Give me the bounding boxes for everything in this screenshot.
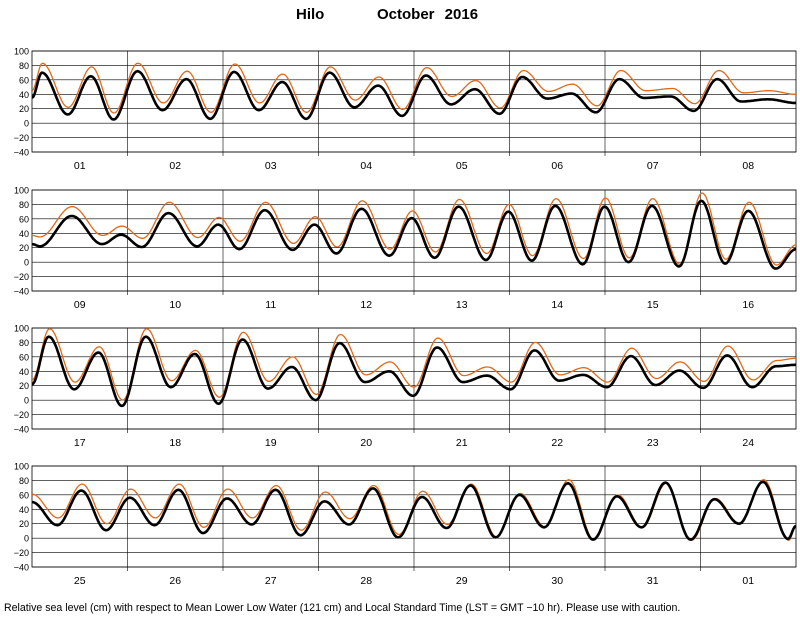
observed-line	[32, 69, 796, 121]
day-label: 21	[456, 437, 468, 449]
day-label: 17	[74, 437, 86, 449]
chart-title-row: Hilo October 2016	[0, 6, 800, 28]
day-label: 23	[647, 437, 659, 449]
station-name: Hilo	[296, 6, 325, 23]
day-label: 13	[456, 299, 468, 311]
predicted-line	[32, 328, 796, 401]
y-tick-label: 20	[19, 381, 29, 391]
y-tick-label: 60	[19, 214, 29, 224]
panel-frame	[31, 189, 797, 292]
y-tick-label: 40	[19, 505, 29, 515]
panel-3: −40 −20 0 20 40 60 80 100 17 18 19 20 21 22 23 24	[14, 324, 797, 449]
predicted-line	[32, 192, 796, 266]
y-tick-label: −20	[14, 548, 29, 558]
chart-period: October 2016	[377, 6, 479, 23]
day-label: 09	[74, 299, 86, 311]
day-label: 30	[551, 575, 563, 587]
day-label: 10	[169, 299, 181, 311]
y-tick-label: 80	[19, 476, 29, 486]
y-tick-label: −20	[14, 272, 29, 282]
predicted-line	[32, 62, 796, 114]
observed-line	[32, 335, 796, 408]
y-tick-label: 80	[19, 200, 29, 210]
day-label: 08	[742, 160, 754, 172]
day-label: 03	[265, 160, 277, 172]
day-label: 25	[74, 575, 86, 587]
y-tick-label: 0	[24, 119, 29, 129]
day-label: 05	[456, 160, 468, 172]
day-label: 14	[551, 299, 563, 311]
y-tick-label: −20	[14, 410, 29, 420]
panel-frame	[31, 465, 797, 568]
observed-line	[32, 480, 796, 541]
y-tick-label: −40	[14, 287, 29, 297]
y-tick-label: −40	[14, 425, 29, 435]
y-tick-label: 100	[14, 47, 29, 57]
y-tick-label: 100	[14, 462, 29, 472]
day-label: 22	[551, 437, 563, 449]
y-tick-label: 0	[24, 396, 29, 406]
day-label: 15	[647, 299, 659, 311]
panel-2: −40 −20 0 20 40 60 80 100 09 10 11 12 13 14 15 16	[14, 186, 797, 311]
day-label: 02	[169, 160, 181, 172]
panel-frame	[31, 327, 797, 430]
y-tick-label: −40	[14, 148, 29, 158]
day-label: 04	[360, 160, 372, 172]
day-label: 20	[360, 437, 372, 449]
panel-frame	[31, 50, 797, 153]
chart-footnote: Relative sea level (cm) with respect to …	[4, 602, 681, 614]
day-label: 27	[265, 575, 277, 587]
observed-line	[32, 199, 796, 270]
day-label: 07	[647, 160, 659, 172]
panel-1: −40 −20 0 20 40 60 80 100 01 02 03 04 05 06 07 08	[14, 47, 797, 172]
y-tick-label: 20	[19, 243, 29, 253]
y-tick-label: 80	[19, 338, 29, 348]
y-tick-label: 40	[19, 229, 29, 239]
y-tick-label: 40	[19, 90, 29, 100]
day-label: 01	[74, 160, 86, 172]
day-label: 16	[742, 299, 754, 311]
day-label: 31	[647, 575, 659, 587]
day-label: 06	[551, 160, 563, 172]
y-tick-label: −40	[14, 563, 29, 573]
y-tick-label: 0	[24, 258, 29, 268]
y-tick-label: 40	[19, 367, 29, 377]
day-label: 01	[742, 575, 754, 587]
y-tick-label: 20	[19, 104, 29, 114]
day-label: 18	[169, 437, 181, 449]
day-label: 12	[360, 299, 372, 311]
y-tick-label: 100	[14, 186, 29, 196]
y-tick-label: 60	[19, 75, 29, 85]
y-tick-label: 20	[19, 519, 29, 529]
y-tick-label: 60	[19, 352, 29, 362]
day-label: 19	[265, 437, 277, 449]
day-label: 28	[360, 575, 372, 587]
y-tick-label: 60	[19, 490, 29, 500]
day-label: 26	[169, 575, 181, 587]
day-label: 29	[456, 575, 468, 587]
y-tick-label: −20	[14, 133, 29, 143]
day-label: 24	[742, 437, 754, 449]
y-tick-label: 100	[14, 324, 29, 334]
y-tick-label: 0	[24, 534, 29, 544]
panel-4: −40 −20 0 20 40 60 80 100 25 26 27 28 29 30 31 01	[14, 462, 797, 587]
y-tick-label: 80	[19, 61, 29, 71]
day-label: 11	[265, 299, 276, 311]
